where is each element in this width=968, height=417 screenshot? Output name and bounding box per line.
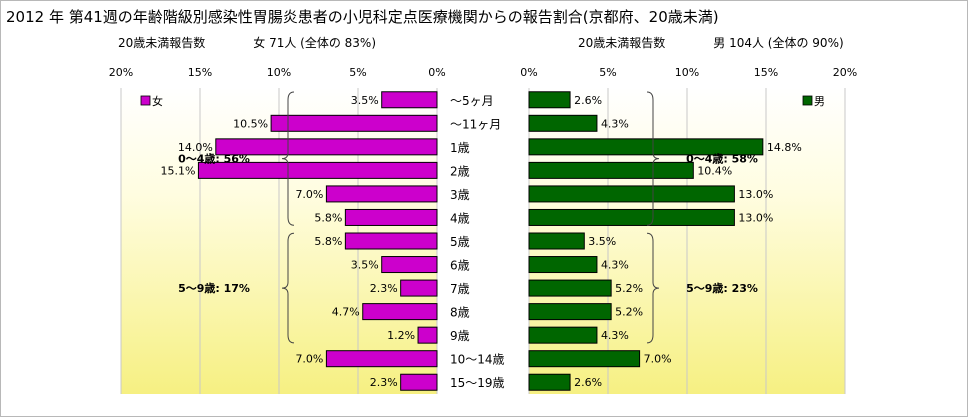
age-category-label: 1歳 <box>450 141 470 155</box>
female-bar <box>325 350 438 368</box>
age-category-label: 2歳 <box>450 164 470 178</box>
male-bar <box>528 373 571 391</box>
female-bar <box>381 91 438 109</box>
female-bar <box>417 326 438 344</box>
male-bar <box>528 232 585 250</box>
female-bar <box>197 161 438 179</box>
age-category-label: 9歳 <box>450 329 470 343</box>
male-bar <box>528 208 735 226</box>
female-bracket <box>281 91 295 226</box>
female-data-label: 14.0% <box>178 141 213 154</box>
male-data-label: 2.6% <box>574 94 602 107</box>
age-category-label: 3歳 <box>450 188 470 202</box>
male-data-label: 4.3% <box>601 259 629 272</box>
female-data-label: 7.0% <box>295 188 323 201</box>
age-category-label: ～11ヶ月 <box>450 117 501 131</box>
female-data-label: 10.5% <box>233 117 268 130</box>
male-bar <box>528 326 598 344</box>
male-bar <box>528 256 598 274</box>
male-data-label: 2.6% <box>574 376 602 389</box>
female-tick-label: 0% <box>428 66 445 79</box>
male-age-group-annotation: 5～9歳: 23% <box>686 281 758 295</box>
female-data-label: 2.3% <box>370 282 398 295</box>
male-bracket <box>646 232 660 344</box>
female-bar <box>344 208 438 226</box>
male-bar <box>528 303 612 321</box>
male-bar <box>528 185 735 203</box>
male-bar <box>528 91 571 109</box>
male-data-label: 14.8% <box>767 141 802 154</box>
female-bar <box>325 185 438 203</box>
female-legend-label: 女 <box>152 94 163 108</box>
male-bar <box>528 114 598 132</box>
chart-title: 2012 年 第41週の年齢階級別感染性胃腸炎患者の小児科定点医療機関からの報告… <box>6 8 719 26</box>
female-data-label: 5.8% <box>314 235 342 248</box>
male-tick-label: 0% <box>520 66 537 79</box>
female-data-label: 1.2% <box>387 329 415 342</box>
female-bar <box>344 232 438 250</box>
male-bracket <box>646 91 660 226</box>
male-age-group-annotation: 0～4歳: 58% <box>686 152 758 166</box>
female-data-label: 15.1% <box>160 164 195 177</box>
age-category-labels: ～5ヶ月 ～11ヶ月 1歳 2歳 3歳 4歳 5歳 6歳 7歳 8歳 9歳 10～14歳 15～19歳 <box>450 94 505 390</box>
female-tick-label: 20% <box>109 66 133 79</box>
age-category-label: 6歳 <box>450 259 470 273</box>
female-subtitle: 20歳未満報告数 女 71人 (全体の 83%) <box>118 36 377 50</box>
female-bar <box>400 373 438 391</box>
female-bar <box>381 256 438 274</box>
female-tick-label: 10% <box>267 66 291 79</box>
female-bar <box>215 138 438 156</box>
male-bar <box>528 350 641 368</box>
age-category-label: 8歳 <box>450 306 470 320</box>
male-bar <box>528 279 612 297</box>
male-legend-label: 男 <box>814 95 825 108</box>
female-data-label: 2.3% <box>370 376 398 389</box>
age-category-label: ～5ヶ月 <box>450 94 494 108</box>
age-category-label: 5歳 <box>450 235 470 249</box>
female-data-label: 7.0% <box>295 353 323 366</box>
male-chart-panel: 0% 5% 10% 15% 20% 2.6% 4.3% 14.8% 10.4% 13.0% 13.0… <box>520 66 857 394</box>
male-data-label: 4.3% <box>601 329 629 342</box>
male-subtitle: 20歳未満報告数 男 104人 (全体の 90%) <box>578 36 844 50</box>
male-data-label: 13.0% <box>738 188 773 201</box>
male-data-label: 4.3% <box>601 117 629 130</box>
male-data-label: 5.2% <box>615 306 643 319</box>
male-data-label: 7.0% <box>644 353 672 366</box>
male-tick-label: 5% <box>599 66 616 79</box>
age-category-label: 15～19歳 <box>450 376 505 390</box>
female-bar <box>362 303 438 321</box>
age-category-label: 4歳 <box>450 211 470 225</box>
age-category-label: 10～14歳 <box>450 353 505 367</box>
male-data-label: 5.2% <box>615 282 643 295</box>
female-bar <box>270 114 438 132</box>
female-bar <box>400 279 438 297</box>
male-bar <box>528 161 694 179</box>
female-legend-swatch <box>140 95 151 106</box>
female-data-label: 4.7% <box>332 306 360 319</box>
male-tick-label: 15% <box>754 66 778 79</box>
female-data-label: 3.5% <box>351 259 379 272</box>
male-legend-swatch <box>802 95 813 106</box>
female-tick-label: 5% <box>349 66 366 79</box>
age-category-label: 7歳 <box>450 282 470 296</box>
female-bracket <box>281 232 295 344</box>
male-data-label: 3.5% <box>588 235 616 248</box>
male-data-label: 13.0% <box>738 211 773 224</box>
female-data-label: 3.5% <box>351 94 379 107</box>
female-age-group-annotation: 5～9歳: 17% <box>178 281 250 295</box>
female-chart-panel: 20% 15% 10% 5% 0% 3.5% 10.5% 14.0% 15.1% 7.0% 5.8%… <box>109 66 446 394</box>
female-data-label: 5.8% <box>314 211 342 224</box>
male-tick-label: 10% <box>675 66 699 79</box>
female-age-group-annotation: 0～4歳: 56% <box>178 152 250 166</box>
male-data-label: 10.4% <box>697 164 732 177</box>
male-bar <box>528 138 764 156</box>
male-tick-label: 20% <box>833 66 857 79</box>
female-tick-label: 15% <box>188 66 212 79</box>
